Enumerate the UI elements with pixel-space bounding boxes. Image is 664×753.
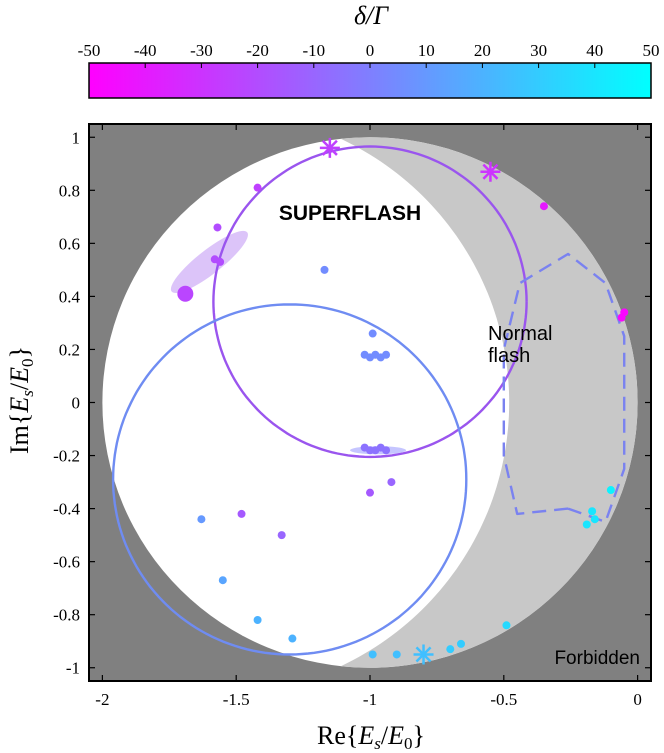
curve-1 [111,303,468,656]
star-stroke [415,646,432,663]
data-point [606,486,615,495]
colorbar-tick-label: 30 [530,41,547,60]
plot-area [89,124,651,681]
star-marker [319,137,340,158]
data-point [177,285,194,302]
colorbar-tick-label: 40 [586,41,603,60]
x-tick-label: -0.5 [490,690,517,709]
star-marker [413,644,434,665]
y-tick-label: 0.8 [59,181,80,200]
colorbar-ticks: -50 -40 -30 -20 -10 0 10 20 30 40 50 [78,41,660,60]
data-point [197,515,206,524]
colorbar [88,62,652,99]
colorbar-tick-label: -50 [78,41,101,60]
dashed-curve [502,252,626,524]
data-point [253,615,262,624]
x-tick-label: -1 [363,690,377,709]
star-markers [319,137,501,665]
annotation-flash: flash [488,345,530,367]
star-stroke [482,163,499,180]
colorbar-tick-label: -30 [190,41,213,60]
y-tick-label: 0.2 [59,340,80,359]
y-tick-label: -1 [66,659,80,678]
data-point [617,313,626,322]
data-point [590,515,599,524]
data-point [588,507,597,516]
data-point [502,621,511,630]
star-marker [480,161,501,182]
data-point [387,478,396,487]
colorbar-tick-label: 50 [643,41,660,60]
curve-0 [212,145,528,459]
colorbar-tick-label: -10 [302,41,325,60]
data-point [237,509,246,518]
y-tick-label: 0 [72,394,81,413]
y-tick-label: 1 [72,128,81,147]
x-axis-label: Re{Es/E0} [317,721,425,753]
x-tick-label: -1.5 [223,690,250,709]
data-point [288,634,297,643]
data-point [446,645,455,654]
y-tick-label: -0.4 [53,500,80,519]
colorbar-tick-label: -20 [246,41,269,60]
colorbar-tick-label: 20 [474,41,491,60]
data-point [456,639,465,648]
colorbar-tick-marks [88,63,652,68]
data-point [392,650,401,659]
data-point [368,329,377,338]
y-tick-label: 0.4 [59,287,81,306]
data-point [382,446,391,455]
colorbar-tick-label: -40 [134,41,157,60]
annotation-superflash: SUPERFLASH [279,202,421,225]
data-point [320,265,329,274]
data-point [368,650,377,659]
data-point [213,223,222,232]
annotation-forbidden: Forbidden [554,648,640,669]
data-point [539,202,548,211]
data-point [216,257,225,266]
data-point [382,350,391,359]
data-point [366,488,374,497]
x-tick-label: -2 [95,690,109,709]
data-point [582,520,591,529]
y-tick-label: -0.8 [53,606,80,625]
y-tick-label: -0.6 [53,553,80,572]
y-tick-label: -0.2 [53,447,80,466]
region-normal-flash [340,137,638,668]
x-tick-label: 0 [633,690,642,709]
x-axis-ticks: -2 -1.5 -1 -0.5 0 [95,124,642,709]
annotation-normal: Normal [488,323,552,345]
y-axis-ticks: 1 0.8 0.6 0.4 0.2 0 -0.2 -0.4 -0.6 -0.8 -1 [53,128,651,678]
colorbar-tick-label: 0 [366,41,375,60]
data-points [177,183,629,659]
uncertainty-ellipse [170,230,248,293]
colorbar-tick-label: 10 [418,41,435,60]
data-point [218,576,227,585]
star-stroke [321,139,338,156]
data-point [253,183,262,192]
data-point [277,531,286,540]
y-axis-label: Im{Es/E0} [5,346,37,454]
curves [111,145,626,656]
y-tick-label: 0.6 [59,234,80,253]
colorbar-label: δ/Γ [354,1,389,30]
